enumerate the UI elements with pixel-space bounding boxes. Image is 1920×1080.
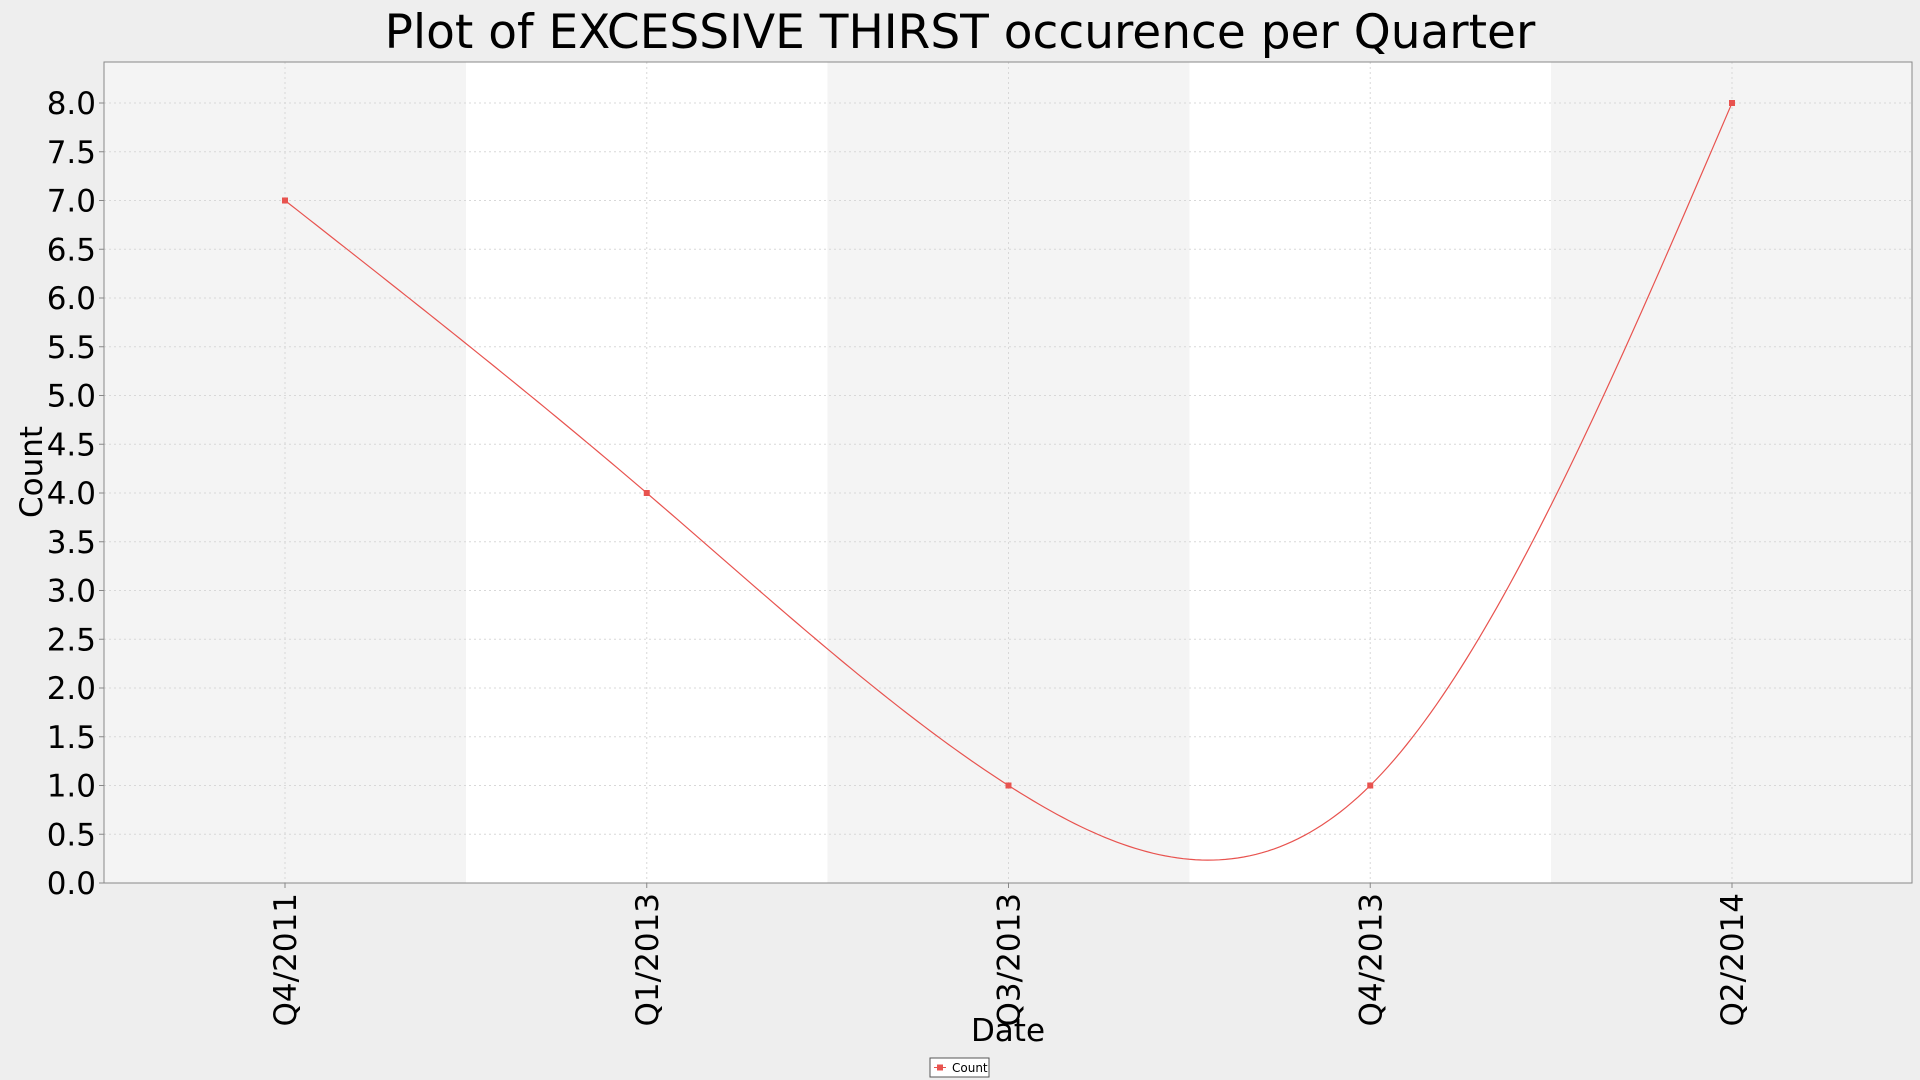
data-point — [643, 490, 650, 496]
y-tick-label: 2.0 — [47, 671, 96, 707]
y-axis-title: Count — [14, 426, 50, 518]
legend: Count — [929, 1057, 990, 1078]
legend-series-label: Count — [952, 1061, 988, 1075]
y-tick-label: 4.0 — [47, 476, 96, 512]
y-tick-label: 7.0 — [47, 184, 96, 220]
y-tick-label: 6.5 — [47, 232, 96, 268]
series-count — [282, 100, 1735, 861]
y-tick-label: 1.5 — [47, 720, 96, 756]
data-point — [282, 197, 288, 204]
x-tick-label: Q1/2013 — [630, 893, 666, 1026]
legend-box — [929, 1057, 990, 1078]
y-tick-label: 6.0 — [47, 281, 96, 317]
y-tick-label: 0.5 — [47, 817, 96, 853]
y-tick-label: 5.5 — [47, 330, 96, 366]
x-axis-title: Date — [971, 1013, 1045, 1049]
chart-title: Plot of EXCESSIVE THIRST occurence per Q… — [385, 5, 1536, 60]
x-tick-label: Q4/2013 — [1353, 893, 1389, 1026]
y-tick-label: 8.0 — [47, 86, 96, 122]
y-tick-label: 5.0 — [47, 379, 96, 415]
x-tick-label: Q3/2013 — [992, 893, 1028, 1026]
data-point — [1367, 782, 1374, 789]
grid — [104, 62, 1912, 884]
x-tick-label: Q4/2011 — [268, 893, 304, 1026]
legend-series-marker — [937, 1064, 943, 1071]
data-point — [1729, 100, 1735, 106]
y-axis: 0.0 0.5 1.0 1.5 2.0 2.5 3.0 3.5 4.0 4.5 5.0 5.5 6.0 6… — [47, 86, 104, 902]
y-tick-label: 7.5 — [47, 135, 96, 171]
x-axis: Q4/2011 Q1/2013 Q3/2013 Q4/2013 Q2/2014 — [268, 883, 1751, 1026]
y-tick-label: 3.5 — [47, 525, 96, 561]
y-tick-label: 2.5 — [47, 622, 96, 658]
y-tick-label: 0.0 — [47, 866, 96, 902]
y-tick-label: 1.0 — [47, 769, 96, 805]
data-point — [1005, 782, 1012, 789]
x-tick-label: Q2/2014 — [1715, 893, 1751, 1026]
y-tick-label: 4.5 — [47, 427, 96, 463]
y-tick-label: 3.0 — [47, 574, 96, 610]
